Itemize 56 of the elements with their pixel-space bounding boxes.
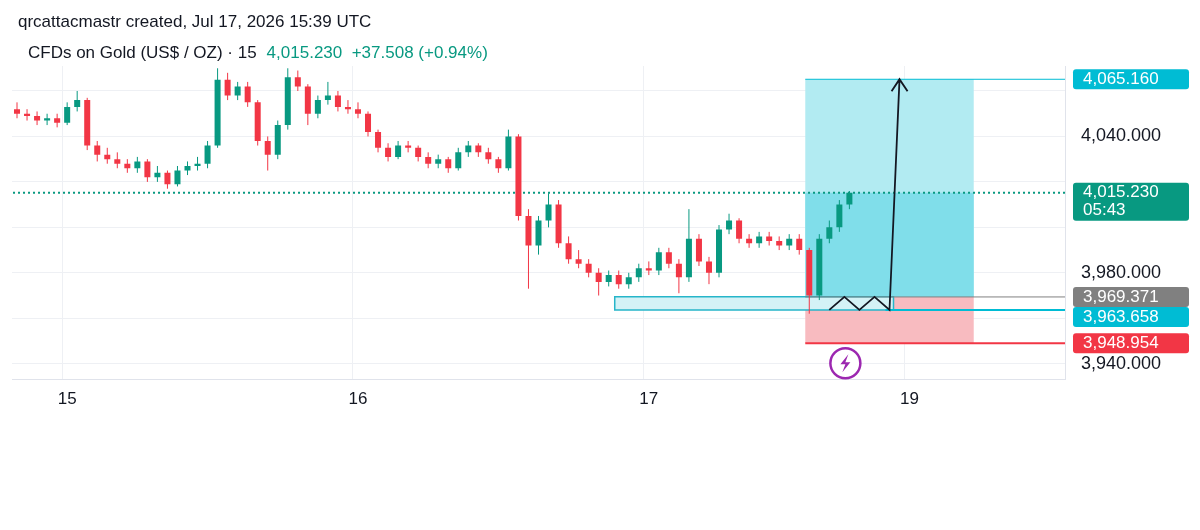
y-tick-label: 4,040.000 xyxy=(1081,125,1162,146)
candlestick xyxy=(726,213,733,235)
ref-line-label: 3,948.954 xyxy=(1083,333,1159,353)
candlestick xyxy=(395,140,402,160)
candlestick xyxy=(74,90,81,112)
candlestick xyxy=(595,267,602,297)
candlestick xyxy=(174,165,181,187)
candlestick xyxy=(736,217,743,244)
candlestick xyxy=(204,140,211,169)
candlestick xyxy=(94,140,101,162)
candlestick xyxy=(34,110,41,126)
y-tick-label: 3,940.000 xyxy=(1081,352,1162,373)
candlestick xyxy=(294,70,301,92)
candlestick xyxy=(354,101,361,119)
candlestick xyxy=(44,113,51,126)
candlestick xyxy=(14,101,21,119)
ref-line-label: 4,065.160 xyxy=(1083,68,1159,88)
candlestick xyxy=(365,110,372,137)
candlestick xyxy=(244,81,251,108)
text: qrcattacmastr created, Jul 17, 2026 15:39 UTC xyxy=(18,12,372,32)
x-tick-label: 19 xyxy=(900,389,920,409)
chart-title: CFDs on Gold (US$ / OZ) · 15 xyxy=(28,43,257,62)
candlestick xyxy=(54,113,61,128)
candlestick xyxy=(756,231,763,249)
candlestick xyxy=(264,135,271,172)
candlestick xyxy=(575,249,582,269)
candlestick xyxy=(705,256,712,285)
candlestick xyxy=(655,247,662,276)
candlestick xyxy=(144,158,151,183)
candlestick xyxy=(334,90,341,112)
candlestick xyxy=(565,235,572,265)
candlestick xyxy=(675,258,682,294)
candlestick xyxy=(836,199,843,233)
x-tick-label: 15 xyxy=(57,389,77,409)
x-tick-label: 16 xyxy=(348,389,368,409)
candlestick xyxy=(375,129,382,153)
candlestick xyxy=(455,147,462,172)
candlestick xyxy=(224,72,231,101)
ref-line-label: 3,963.658 xyxy=(1083,306,1159,326)
candlestick xyxy=(314,95,321,119)
candlestick xyxy=(164,170,171,190)
y-tick-label: 3,980.000 xyxy=(1081,261,1162,282)
candlestick xyxy=(826,220,833,244)
candlestick xyxy=(665,247,672,269)
candlestick xyxy=(585,258,592,278)
candlestick xyxy=(796,233,803,256)
x-tick-label: 17 xyxy=(639,389,659,409)
candlestick xyxy=(385,142,392,162)
ref-line-label: 3,969.371 xyxy=(1083,286,1159,306)
chart-subtitle: 4,015.230 +37.508 (+0.94%) xyxy=(266,43,488,62)
candlestick xyxy=(615,270,622,290)
candlestick xyxy=(695,233,702,267)
candlestick xyxy=(64,101,71,126)
ref-line-label: 4,015.230 05:43 xyxy=(1083,182,1159,220)
candlestick xyxy=(234,81,241,101)
candlestick xyxy=(635,263,642,283)
